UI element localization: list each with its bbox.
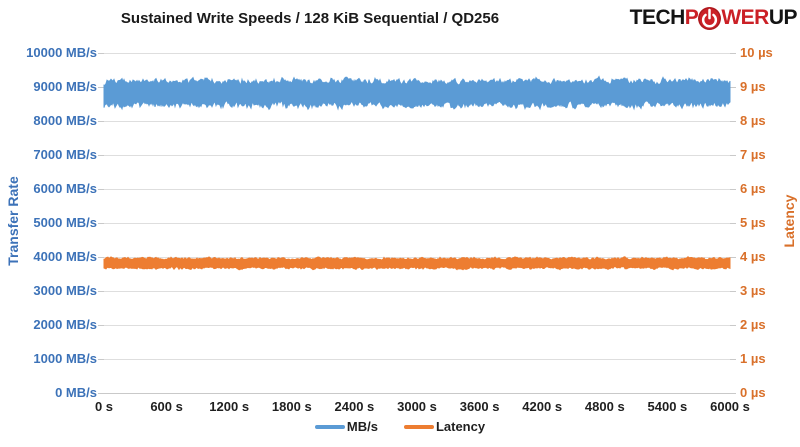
legend-item-mb-s: MB/s <box>314 419 378 434</box>
legend-label: Latency <box>435 419 486 434</box>
y-right-tick-label: 5 µs <box>740 215 766 230</box>
x-tick-label: 1200 s <box>209 399 250 414</box>
y-right-tick-label: 8 µs <box>740 113 766 128</box>
logo-text-p: P <box>684 6 699 29</box>
y-right-tick-label: 0 µs <box>740 385 766 400</box>
legend-label: MB/s <box>346 419 378 434</box>
logo-text-tech: TECH <box>629 6 686 29</box>
y-left-tick-label: 8000 MB/s <box>33 113 97 128</box>
y-left-tick-label: 9000 MB/s <box>33 79 97 94</box>
y-left-tick-label: 3000 MB/s <box>33 283 97 298</box>
y-left-tick-label: 2000 MB/s <box>33 317 97 332</box>
series-band-mb-s <box>103 75 731 111</box>
y-left-tick-label: 0 MB/s <box>55 385 97 400</box>
x-tick-label: 4800 s <box>584 399 625 414</box>
legend-item-latency: Latency <box>403 419 486 434</box>
techpowerup-logo: TECH P WER UP <box>629 3 798 33</box>
y-left-tick-label: 1000 MB/s <box>33 351 97 366</box>
y-right-tick-label: 9 µs <box>740 79 766 94</box>
chart-title: Sustained Write Speeds / 128 KiB Sequent… <box>120 10 500 27</box>
x-tick-label: 3000 s <box>397 399 437 414</box>
legend: MB/s Latency <box>0 419 800 434</box>
logo-text-wer: WER <box>721 6 769 29</box>
x-tick-label: 3600 s <box>459 399 500 414</box>
legend-swatch <box>314 424 345 429</box>
logo-text-up: UP <box>768 6 798 29</box>
y-left-tick-label: 4000 MB/s <box>33 249 97 264</box>
y-right-tick-label: 1 µs <box>740 351 766 366</box>
series-band-latency <box>103 255 731 271</box>
y-right-tick-label: 4 µs <box>740 249 766 264</box>
x-tick-label: 6000 s <box>710 399 750 414</box>
x-tick-label: 2400 s <box>334 399 375 414</box>
y-left-tick-label: 7000 MB/s <box>33 147 97 162</box>
x-tick-label: 0 s <box>94 399 114 414</box>
y-right-tick-label: 10 µs <box>740 45 773 60</box>
y-right-tick-label: 7 µs <box>740 147 766 162</box>
y-left-tick-label: 10000 MB/s <box>26 45 97 60</box>
x-tick-label: 4200 s <box>522 399 563 414</box>
y-right-tick-label: 3 µs <box>740 283 766 298</box>
x-tick-label: 5400 s <box>647 399 688 414</box>
power-icon <box>698 6 722 30</box>
y-right-tick-label: 2 µs <box>740 317 766 332</box>
x-tick-label: 600 s <box>150 399 183 414</box>
x-tick-label: 1800 s <box>271 399 312 414</box>
y-right-tick-label: 6 µs <box>740 181 766 196</box>
y-left-tick-label: 5000 MB/s <box>33 215 97 230</box>
legend-swatch <box>403 424 434 429</box>
y-left-tick-label: 6000 MB/s <box>33 181 97 196</box>
